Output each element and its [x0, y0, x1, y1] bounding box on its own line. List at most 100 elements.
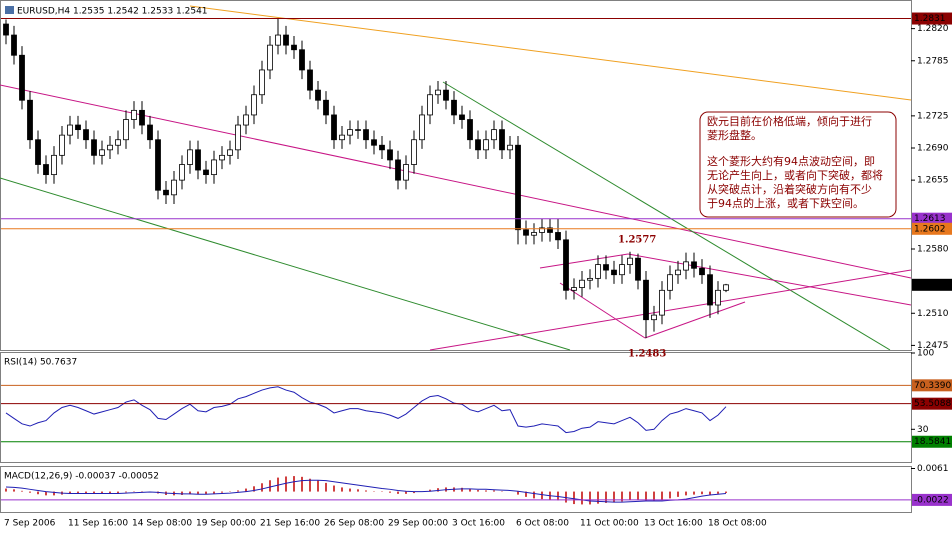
level-label: 1.2602 — [914, 224, 946, 234]
candle-body — [595, 264, 601, 279]
candle-body — [371, 139, 377, 146]
candle-body — [139, 109, 145, 126]
note-line: 这个菱形大约有94点波动空间，即 — [707, 154, 875, 168]
x-tick-label: 21 Sep 16:00 — [260, 519, 320, 529]
level-box — [912, 435, 952, 448]
rsi-pane — [0, 352, 912, 463]
candle-body — [251, 94, 257, 116]
note-line: 从突破点计，沿着突破方向有不少 — [707, 182, 872, 196]
x-tick-label: 3 Oct 16:00 — [452, 519, 505, 529]
candle-body — [651, 314, 657, 321]
candle-body — [147, 124, 153, 141]
candle-body — [467, 119, 473, 141]
pane-title: EURUSD,H4 1.2535 1.2542 1.2533 1.2541 — [17, 7, 208, 17]
candle-body — [275, 34, 281, 46]
candle-body — [323, 99, 329, 116]
pane-title: RSI(14) 50.7637 — [4, 358, 77, 368]
candle-body — [211, 159, 217, 176]
candle-body — [715, 289, 721, 306]
bid-box — [912, 278, 952, 291]
y-tick-label: 1.2725 — [917, 111, 949, 121]
level-label: 18.5841 — [914, 437, 951, 447]
candle-body — [219, 154, 225, 161]
candle-body — [347, 129, 353, 136]
x-tick-label: 11 Sep 16:00 — [68, 519, 128, 529]
diamond-line — [627, 253, 912, 306]
x-tick-label: 29 Sep 00:00 — [388, 519, 448, 529]
candle-body — [611, 269, 617, 276]
candle-body — [163, 189, 169, 196]
level-box — [912, 493, 952, 506]
trend-line — [442, 81, 891, 351]
candle-body — [579, 279, 585, 288]
note-line: 于94点的上涨，或者下跌空间。 — [707, 196, 864, 210]
candle-body — [243, 114, 249, 126]
candle-body — [387, 149, 393, 161]
candle-body — [331, 114, 337, 141]
candle-body — [459, 114, 465, 120]
candle-body — [43, 164, 49, 176]
candle-body — [299, 49, 305, 71]
level-box — [912, 12, 952, 25]
candle-body — [379, 144, 385, 151]
candle-body — [483, 139, 489, 151]
level-label: -0.0022 — [914, 495, 949, 505]
level-label: 1.2613 — [914, 214, 946, 224]
y-tick-label: 1.2475 — [917, 341, 949, 351]
candle-body — [451, 99, 457, 116]
candle-body — [539, 227, 545, 233]
x-tick-label: 19 Sep 00:00 — [196, 519, 256, 529]
y-tick-label: 0.0061 — [917, 464, 949, 474]
candle-body — [643, 279, 649, 321]
x-tick-label: 18 Oct 08:00 — [708, 519, 767, 529]
candle-body — [315, 89, 321, 101]
candle-body — [91, 139, 97, 156]
signal-line — [5, 479, 727, 503]
level-box — [912, 222, 952, 235]
candle-body — [11, 34, 17, 56]
candle-body — [563, 239, 569, 291]
candle-body — [171, 179, 177, 196]
candle-body — [3, 23, 9, 36]
price-pane — [0, 0, 912, 351]
candle-body — [123, 119, 129, 141]
candle-body — [675, 269, 681, 276]
macd-pane — [0, 466, 912, 513]
candle-body — [427, 94, 433, 116]
candle-body — [699, 267, 705, 276]
candle-body — [259, 69, 265, 96]
candle-body — [99, 149, 105, 156]
level-label: 53.5088 — [914, 399, 951, 409]
candle-body — [107, 144, 113, 151]
x-tick-label: 14 Sep 08:00 — [132, 519, 192, 529]
candle-body — [355, 129, 361, 131]
level-box — [912, 379, 952, 392]
candle-body — [667, 274, 673, 291]
note-box: 欧元目前在价格低端，倾向于进行 菱形盘整。 这个菱形大约有94点波动空间，即 无… — [699, 111, 897, 218]
trend-line — [189, 5, 912, 101]
trough-label: 1.2483 — [628, 349, 666, 360]
y-tick-label: 1.2820 — [917, 24, 949, 34]
candle-body — [307, 69, 313, 91]
candle-body — [227, 149, 233, 156]
candle-body — [603, 264, 609, 271]
y-tick-label: 1.2580 — [917, 244, 949, 254]
y-tick-label: 1.2690 — [917, 143, 949, 153]
candle-body — [235, 124, 241, 151]
note-line: 无论产生向上，或者向下突破，都将 — [707, 168, 883, 182]
diamond-line — [429, 269, 912, 351]
x-tick-label: 11 Oct 00:00 — [580, 519, 639, 529]
candle-body — [691, 261, 697, 269]
trend-lines — [0, 5, 912, 351]
candle-body — [395, 159, 401, 181]
x-tick-label: 6 Oct 08:00 — [516, 519, 569, 529]
candle-body — [523, 229, 529, 236]
x-tick-label: 13 Oct 16:00 — [644, 519, 703, 529]
candle-body — [27, 99, 33, 141]
candle-body — [411, 139, 417, 165]
candle-body — [627, 257, 633, 266]
candle-body — [507, 144, 513, 151]
candle-body — [19, 54, 25, 101]
candle-body — [195, 149, 201, 171]
